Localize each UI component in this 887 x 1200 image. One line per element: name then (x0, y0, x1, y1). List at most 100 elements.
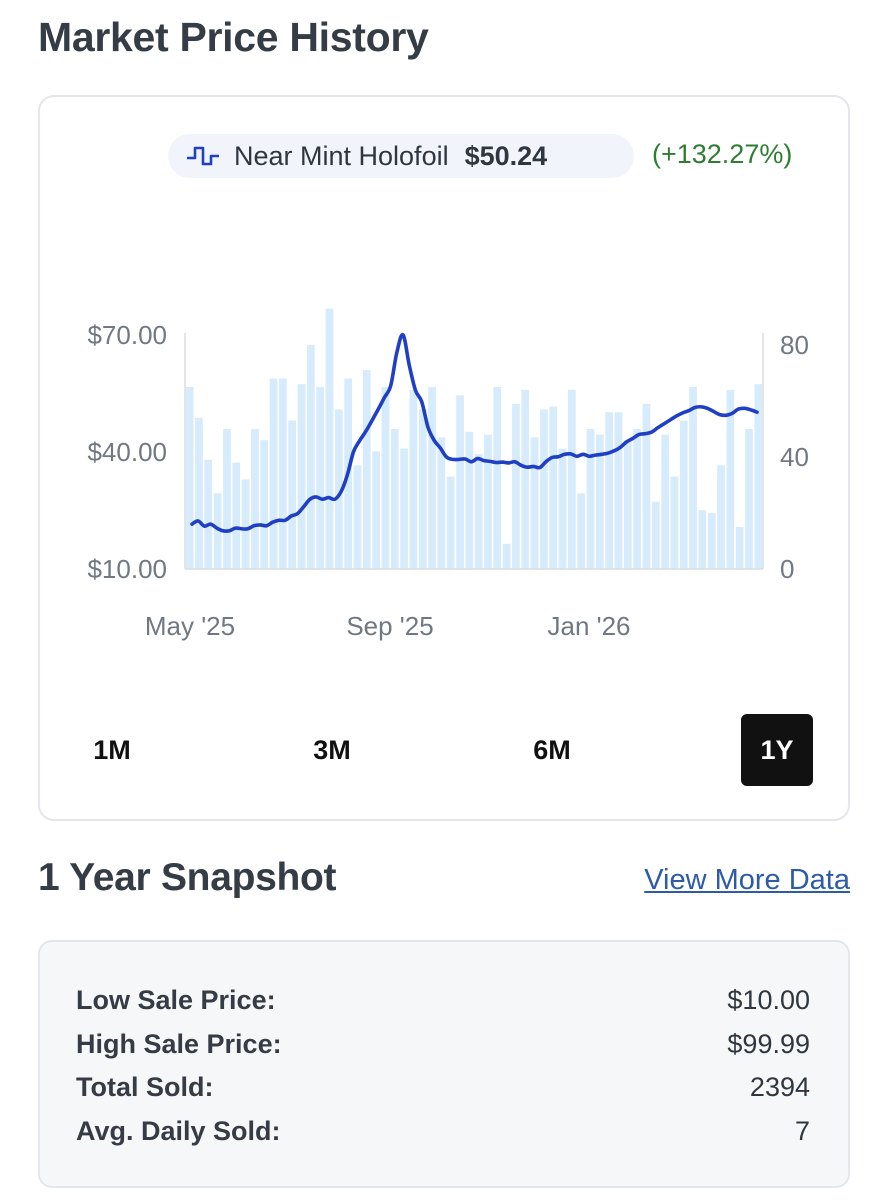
volume-bar (530, 437, 539, 569)
range-1y-button[interactable]: 1Y (741, 714, 813, 786)
volume-bar (726, 389, 735, 569)
volume-bar (428, 387, 436, 569)
volume-bar (549, 406, 558, 569)
volume-bar (465, 431, 474, 569)
volume-bar (596, 434, 604, 569)
snapshot-title: 1 Year Snapshot (38, 856, 337, 899)
step-line-icon (187, 146, 219, 166)
volume-bar (754, 384, 763, 569)
price-line-layer (190, 332, 759, 533)
volume-bar (521, 389, 530, 569)
volume-bar (195, 417, 203, 569)
volume-bar (493, 387, 502, 569)
volume-bar (670, 476, 679, 569)
volume-bar (698, 510, 707, 569)
range-6m-button[interactable]: 6M (533, 734, 571, 765)
volume-bar (260, 440, 269, 569)
volume-bar (353, 465, 362, 569)
volume-bar (381, 387, 390, 569)
time-range-selector: 1M 3M 6M 1Y (40, 714, 852, 786)
volume-bar (223, 429, 231, 569)
range-3m-button[interactable]: 3M (313, 734, 351, 765)
volume-bar (213, 493, 222, 569)
volume-bar (558, 448, 567, 569)
price-line (190, 332, 759, 533)
volume-bar (437, 437, 446, 569)
volume-bar (586, 429, 595, 569)
range-1m-button[interactable]: 1M (93, 734, 131, 765)
volume-bar (307, 345, 315, 569)
volume-bar (390, 429, 399, 569)
price-history-card: Near Mint Holofoil $50.24 (+132.27%) $70… (38, 95, 850, 821)
volume-bar (717, 465, 725, 569)
volume-bar (707, 513, 716, 569)
x-tick-label: May '25 (145, 611, 235, 641)
price-change-percent: (+132.27%) (652, 139, 793, 169)
y-left-tick-label: $40.00 (87, 437, 167, 467)
volume-bar (661, 434, 669, 569)
axis-ticks: $70.00 $40.00 $10.00 80 40 0 May '25 Sep '25 Jan… (87, 320, 808, 641)
series-name: Near Mint Holofoil (234, 140, 449, 171)
volume-bar (735, 527, 744, 569)
stat-row-high-sale: High Sale Price: $99.99 (76, 1024, 810, 1064)
volume-bar (642, 403, 651, 569)
stat-label: Avg. Daily Sold: (76, 1115, 281, 1146)
stat-label: Low Sale Price: (76, 984, 276, 1015)
volume-bar (689, 387, 697, 569)
x-tick-label: Sep '25 (346, 611, 433, 641)
volume-bar (297, 384, 306, 569)
series-price: $50.24 (464, 140, 548, 171)
volume-bar (446, 476, 455, 569)
volume-bar (279, 378, 287, 569)
volume-bar (679, 420, 688, 569)
volume-bar (512, 403, 520, 569)
y-right-tick-label: 40 (780, 442, 809, 472)
y-left-tick-label: $10.00 (87, 554, 167, 584)
volume-bar (474, 454, 483, 569)
volume-bar (568, 389, 576, 569)
volume-bars (185, 308, 763, 569)
volume-bar (316, 387, 324, 569)
y-right-tick-label: 80 (780, 330, 809, 360)
volume-bar (288, 420, 296, 569)
volume-bar (633, 429, 641, 569)
volume-bar (362, 370, 371, 569)
volume-bar (251, 429, 259, 569)
volume-bar (745, 429, 753, 569)
volume-bar (502, 543, 511, 569)
stat-value: $99.99 (727, 1028, 810, 1059)
volume-bar (325, 308, 334, 569)
stat-value: 7 (794, 1115, 810, 1146)
view-more-data-link[interactable]: View More Data (644, 864, 850, 896)
volume-bar (241, 479, 250, 569)
stat-value: 2394 (749, 1071, 810, 1102)
stat-label: Total Sold: (76, 1071, 214, 1102)
volume-bar (624, 440, 632, 569)
volume-bar (409, 389, 418, 569)
stat-row-avg-daily-sold: Avg. Daily Sold: 7 (76, 1111, 810, 1151)
snapshot-card: Low Sale Price: $10.00 High Sale Price: … (38, 940, 850, 1188)
volume-bar (456, 395, 464, 569)
volume-bar (185, 387, 194, 569)
stat-label: High Sale Price: (76, 1028, 282, 1059)
volume-bar (605, 412, 613, 569)
volume-bar (614, 412, 623, 569)
volume-bar (400, 448, 408, 569)
volume-bar (335, 409, 343, 569)
volume-bar (269, 378, 278, 569)
volume-bar (372, 451, 380, 569)
volume-bar (232, 462, 241, 569)
volume-bar (418, 409, 427, 569)
stat-row-low-sale: Low Sale Price: $10.00 (76, 980, 810, 1020)
y-right-tick-label: 0 (780, 554, 794, 584)
stat-row-total-sold: Total Sold: 2394 (76, 1067, 810, 1107)
page-title: Market Price History (38, 14, 429, 60)
y-left-tick-label: $70.00 (87, 320, 167, 350)
price-chart[interactable]: $70.00 $40.00 $10.00 80 40 0 May '25 Sep '25 Jan… (40, 97, 852, 697)
x-tick-label: Jan '26 (547, 611, 630, 641)
series-legend[interactable]: Near Mint Holofoil $50.24 (168, 134, 634, 178)
volume-bar (540, 409, 548, 569)
volume-bar (577, 493, 585, 569)
stat-value: $10.00 (727, 984, 810, 1015)
volume-bar (204, 459, 213, 569)
